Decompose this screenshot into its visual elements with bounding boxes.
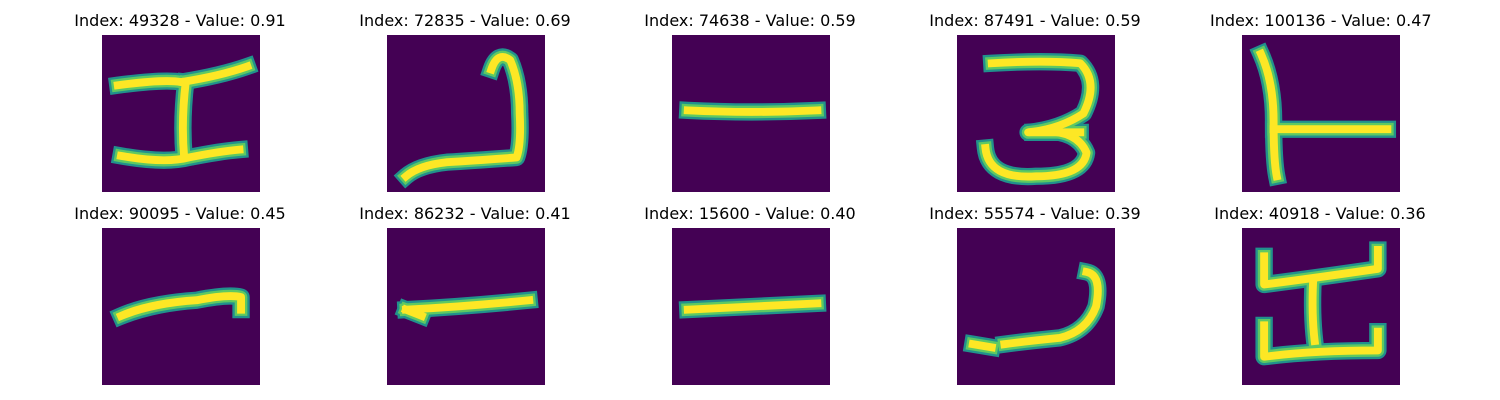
image-panel-8: Index: 15600 - Value: 0.40 <box>640 203 860 383</box>
glyph-image-8 <box>672 228 830 385</box>
image-panel-1: Index: 49328 - Value: 0.91 <box>70 10 290 190</box>
panel-title: Index: 90095 - Value: 0.45 <box>70 203 290 225</box>
image-panel-6: Index: 90095 - Value: 0.45 <box>70 203 290 383</box>
panel-title: Index: 87491 - Value: 0.59 <box>925 10 1145 32</box>
image-panel-2: Index: 72835 - Value: 0.69 <box>355 10 575 190</box>
glyph-image-4 <box>957 35 1115 192</box>
panel-title: Index: 40918 - Value: 0.36 <box>1210 203 1430 225</box>
panel-title: Index: 100136 - Value: 0.47 <box>1210 10 1430 32</box>
panel-title: Index: 15600 - Value: 0.40 <box>640 203 860 225</box>
glyph-image-3 <box>672 35 830 192</box>
image-panel-4: Index: 87491 - Value: 0.59 <box>925 10 1145 190</box>
glyph-image-10 <box>1242 228 1400 385</box>
image-panel-10: Index: 40918 - Value: 0.36 <box>1210 203 1430 383</box>
image-panel-7: Index: 86232 - Value: 0.41 <box>355 203 575 383</box>
panel-title: Index: 49328 - Value: 0.91 <box>70 10 290 32</box>
image-panel-9: Index: 55574 - Value: 0.39 <box>925 203 1145 383</box>
panel-title: Index: 86232 - Value: 0.41 <box>355 203 575 225</box>
glyph-image-1 <box>102 35 260 192</box>
panel-title: Index: 74638 - Value: 0.59 <box>640 10 860 32</box>
glyph-image-6 <box>102 228 260 385</box>
glyph-image-5 <box>1242 35 1400 192</box>
glyph-image-9 <box>957 228 1115 385</box>
glyph-image-7 <box>387 228 545 385</box>
image-panel-5: Index: 100136 - Value: 0.47 <box>1210 10 1430 190</box>
image-panel-3: Index: 74638 - Value: 0.59 <box>640 10 860 190</box>
panel-title: Index: 55574 - Value: 0.39 <box>925 203 1145 225</box>
panel-title: Index: 72835 - Value: 0.69 <box>355 10 575 32</box>
glyph-image-2 <box>387 35 545 192</box>
